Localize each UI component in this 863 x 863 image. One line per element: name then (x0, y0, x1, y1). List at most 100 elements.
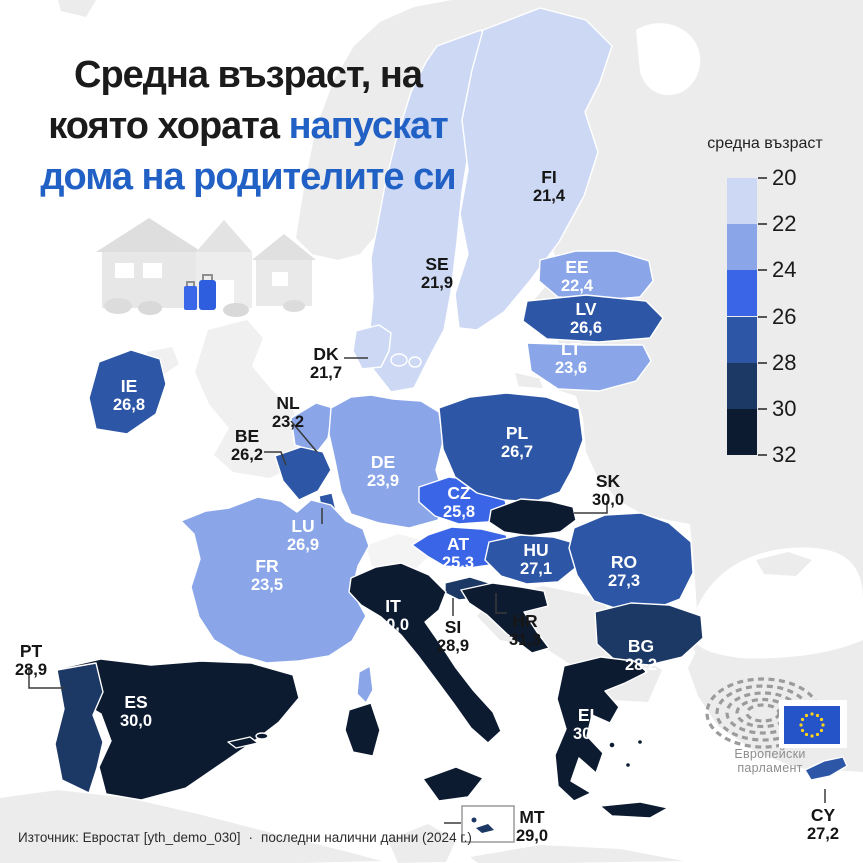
title-line-3: дома на родителите си (40, 156, 456, 198)
land-tunisia (388, 824, 456, 863)
country-BG (594, 602, 704, 666)
country-HU (484, 534, 582, 585)
country-value: 25,8 (442, 503, 476, 521)
country-value: 30,0 (376, 616, 410, 634)
country-code: SK (595, 471, 621, 491)
eu-countries (54, 7, 848, 819)
leader-lines (28, 357, 826, 824)
country-value: 26,7 (500, 443, 534, 461)
country-NL (290, 402, 334, 453)
country-value: 23,5 (250, 576, 284, 594)
tick-dash (758, 223, 767, 226)
data-note: последни налични данни (2024 г.) (261, 830, 472, 845)
country-code: NL (276, 393, 300, 413)
country-HR (460, 582, 550, 654)
tick-dash (758, 177, 767, 179)
country-code: IT (385, 596, 401, 616)
legend-bin-30–32 (727, 408, 757, 455)
label-IE: IE 26,8 (113, 377, 145, 415)
country-value: 26,2 (230, 446, 264, 464)
country-value: 21,7 (309, 364, 343, 382)
country-code: LU (291, 516, 315, 536)
country-value: 31,3 (508, 631, 542, 649)
leader-HR (495, 593, 507, 614)
country-LV (522, 294, 664, 343)
label-SE: SE 21,9 (421, 255, 453, 293)
island-corsica (356, 665, 374, 704)
legend-title: средна възраст (707, 135, 823, 152)
ep-logo-caption: Европейски парламент (734, 747, 806, 775)
seas (636, 23, 863, 659)
country-code: MT (519, 807, 545, 827)
country-value: 27,2 (806, 825, 840, 843)
land-libya (470, 845, 684, 863)
country-IT (348, 562, 502, 744)
tick-dash (758, 269, 767, 272)
island-mallorca (227, 736, 259, 749)
label-PT: PT 28,9 (15, 642, 47, 680)
legend-bin-22–24 (727, 224, 757, 271)
land-russia-east (534, 0, 863, 660)
country-value: 25,3 (441, 554, 475, 572)
label-EE: EE 22,4 (561, 258, 593, 296)
label-PL: PL 26,7 (501, 424, 533, 462)
country-FR (180, 496, 370, 664)
island-sicily (422, 766, 484, 802)
aegean-island-2 (624, 761, 632, 769)
leader-NL (290, 420, 318, 453)
legend-tick-32: 32 (758, 442, 828, 467)
suitcase-2 (199, 280, 216, 310)
legend-tick-24: 24 (758, 257, 828, 282)
country-LT (526, 342, 652, 392)
country-value: 30,0 (119, 712, 153, 730)
country-code: EL (577, 705, 601, 725)
legend-tick-22: 22 (758, 211, 828, 236)
leader-BE (264, 451, 287, 466)
mt-island-gozo (471, 817, 477, 823)
black-sea (690, 547, 863, 659)
legend-bin-24–26 (727, 270, 757, 317)
country-value: 21,4 (532, 187, 566, 205)
legend-bin-26–28 (727, 316, 757, 363)
country-PT (54, 662, 104, 794)
country-code: FR (255, 556, 279, 576)
legend-tick-28: 28 (758, 350, 828, 375)
houses-illustration (96, 218, 316, 317)
source-text: Източник: Евростат [yth_demo_030] (18, 830, 241, 845)
label-FR: FR 23,5 (251, 557, 283, 595)
country-EL (554, 656, 648, 802)
country-SK (488, 498, 577, 537)
aegean-island-1 (608, 741, 616, 749)
tick-dash (758, 315, 767, 318)
label-NL: NL 23,2 (272, 394, 304, 432)
label-HR: HR 31,3 (509, 612, 541, 650)
suitcase-1 (184, 286, 197, 310)
label-RO: RO 27,3 (608, 553, 640, 591)
label-LU: LU 26,9 (287, 517, 319, 555)
country-value: 30,7 (572, 725, 606, 743)
label-LV: LV 26,6 (570, 300, 602, 338)
country-code: FI (541, 167, 557, 187)
country-value: 29,0 (515, 827, 549, 845)
country-code: HR (512, 611, 538, 631)
separator: · (248, 830, 254, 845)
tick-dash (758, 361, 767, 364)
legend-tick-20: 20 (758, 165, 828, 190)
white-sea (636, 23, 701, 96)
land-kaliningrad (513, 371, 545, 390)
country-code: LV (575, 299, 597, 319)
country-value: 30,0 (591, 491, 625, 509)
country-code: HU (523, 540, 549, 560)
country-PL (438, 392, 584, 503)
label-DE: DE 23,9 (367, 453, 399, 491)
country-value: 26,6 (569, 319, 603, 337)
title-line-2: която хората напускат (48, 105, 448, 147)
suitcase-handle-1 (186, 281, 195, 286)
country-code: SI (444, 617, 462, 637)
aegean-island-3 (636, 738, 644, 746)
country-value: 27,3 (607, 572, 641, 590)
page-title: Средна възраст, на която хората напускат… (22, 50, 474, 203)
label-SI: SI 28,9 (437, 618, 469, 656)
legend-bin-20–22 (727, 178, 757, 225)
